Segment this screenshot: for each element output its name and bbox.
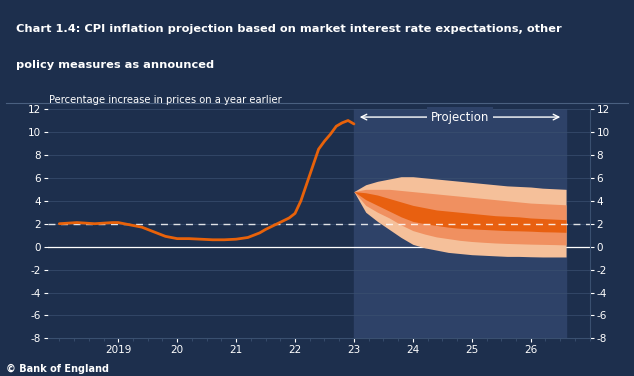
Text: © Bank of England: © Bank of England	[6, 364, 109, 374]
Text: Chart 1.4: CPI inflation projection based on market interest rate expectations, : Chart 1.4: CPI inflation projection base…	[16, 24, 562, 35]
Text: Projection: Projection	[431, 111, 489, 124]
Bar	[354, 109, 566, 338]
Text: Percentage increase in prices on a year earlier: Percentage increase in prices on a year …	[49, 94, 281, 105]
Text: policy measures as announced: policy measures as announced	[16, 60, 214, 70]
